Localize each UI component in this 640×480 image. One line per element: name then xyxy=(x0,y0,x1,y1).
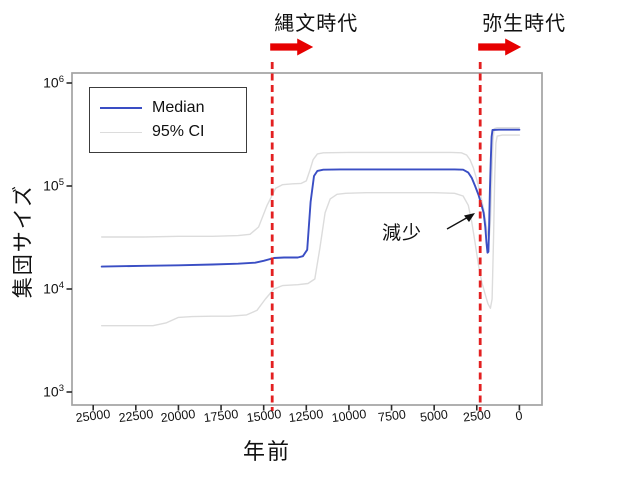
y-tick-label: 104 xyxy=(43,280,64,297)
x-axis-title: 年前 xyxy=(242,439,292,464)
period-label-yayoi: 弥生時代 xyxy=(482,13,567,35)
annotation-arrowhead-icon xyxy=(464,213,475,222)
decline-annotation: 減少 xyxy=(382,223,423,244)
ci-lower-line xyxy=(100,134,521,327)
ci-upper-line xyxy=(100,126,521,241)
legend-label-ci: 95% CI xyxy=(152,123,205,141)
median-line-swatch xyxy=(100,106,142,109)
jomon-arrow-icon xyxy=(270,38,314,56)
legend-label-median: Median xyxy=(152,98,205,116)
ci-line-swatch xyxy=(100,131,142,133)
period-label-jomon: 縄文時代 xyxy=(274,13,359,35)
y-tick-label: 103 xyxy=(43,383,64,400)
median-line xyxy=(100,128,521,268)
legend-item-ci: 95% CI xyxy=(100,123,236,141)
legend-item-median: Median xyxy=(100,99,236,117)
y-tick-label: 106 xyxy=(43,74,64,91)
yayoi-arrow-icon xyxy=(478,38,522,56)
y-tick-label: 105 xyxy=(43,177,64,194)
legend: Median 95% CI xyxy=(89,87,247,153)
